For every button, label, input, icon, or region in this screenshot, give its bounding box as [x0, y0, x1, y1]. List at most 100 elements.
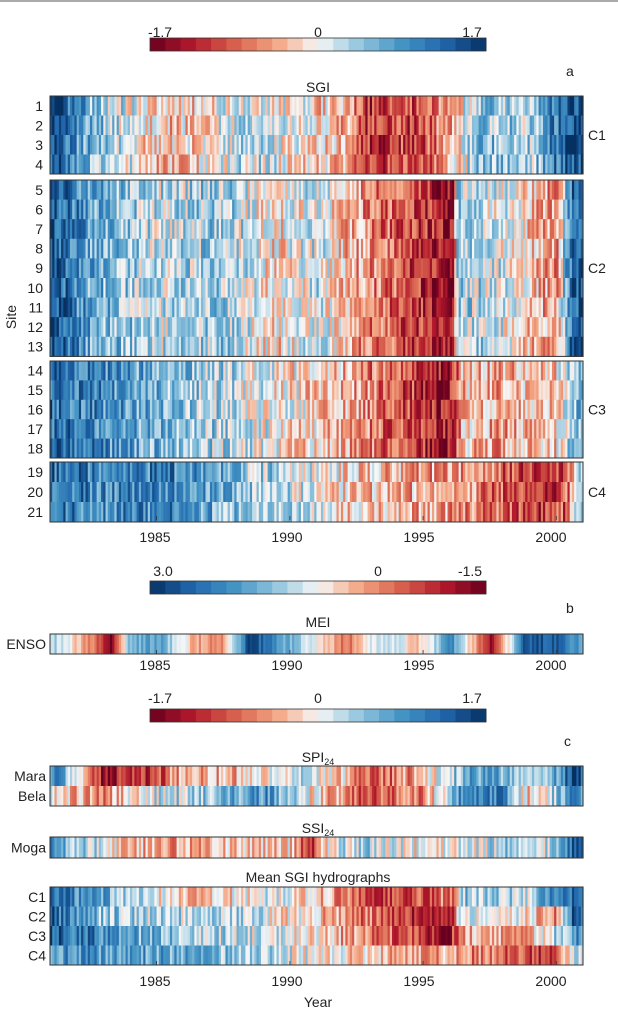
heatmap-cell-site-19-16	[85, 462, 89, 483]
heatmap-cell-site-12-179	[447, 317, 451, 338]
heatmap-cell-site-14-16	[85, 361, 89, 381]
heatmap-cell-site-14-60	[183, 361, 187, 381]
heatmap-cell-site-21-184	[458, 502, 462, 523]
heatmap-cell-site-2-208	[511, 115, 515, 136]
heatmap-cell-site-10-183	[456, 278, 460, 298]
heatmap-cell-site-9-1	[52, 258, 56, 279]
heatmap-cell-site-9-72	[209, 258, 213, 279]
heatmap-cell-site-20-132	[343, 482, 346, 503]
heatmap-cell-site-17-23	[101, 419, 104, 439]
heatmap-cell-site-21-45	[149, 502, 153, 523]
heatmap-cell-site-7-87	[243, 219, 247, 240]
heatmap-cell-site-16-227	[554, 399, 557, 420]
heatmap-cell-site-12-218	[534, 317, 537, 338]
heatmap-cell-site-20-121	[318, 482, 322, 503]
heatmap-cell-site-8-141	[363, 238, 366, 259]
heatmap-cell-site-4-96	[263, 154, 267, 175]
heatmap-cell-site-2-114	[303, 115, 306, 136]
heatmap-cell-site-14-196	[485, 361, 489, 381]
heatmap-cell-site-15-73	[212, 380, 215, 401]
heatmap-cell-site-13-12	[76, 336, 80, 357]
heatmap-cell-site-20-92	[254, 482, 258, 503]
heatmap-cell-site-19-176	[440, 462, 444, 483]
heatmap-cell-site-4-136	[352, 154, 355, 175]
heatmap-cell-site-16-208	[511, 399, 515, 420]
heatmap-cell-site-18-57	[176, 438, 180, 459]
heatmap-cell-site-15-175	[438, 380, 442, 401]
heatmap-cell-site-14-146	[374, 361, 378, 381]
heatmap-cell-site-21-25	[105, 502, 109, 523]
heatmap-cell-site-12-116	[307, 317, 311, 338]
heatmap-cell-site-16-230	[560, 399, 564, 420]
heatmap-cell-site-14-207	[509, 361, 513, 381]
heatmap-cell-site-2-134	[347, 115, 351, 136]
heatmap-cell-site-1-103	[278, 96, 282, 116]
heatmap-cell-site-18-207	[509, 438, 513, 459]
heatmap-cell-site-4-63	[189, 154, 193, 175]
heatmap-cell-site-6-233	[567, 199, 571, 220]
heatmap-cell-site-10-185	[460, 278, 464, 298]
heatmap-cell-site-1-64	[192, 96, 195, 116]
heatmap-cell-site-11-160	[405, 297, 409, 318]
heatmap-cell-site-3-64	[192, 135, 195, 155]
heatmap-cell-site-9-115	[305, 258, 309, 279]
heatmap-cell-site-11-37	[132, 297, 135, 318]
heatmap-cell-site-17-130	[338, 419, 342, 439]
heatmap-cell-site-9-201	[496, 258, 500, 279]
heatmap-cell-site-2-6	[63, 115, 67, 136]
heatmap-cell-site-6-127	[332, 199, 335, 220]
heatmap-cell-site-2-237	[576, 115, 580, 136]
heatmap-cell-site-19-200	[494, 462, 497, 483]
heatmap-cell-site-5-72	[209, 180, 213, 200]
heatmap-cell-site-12-74	[214, 317, 218, 338]
heatmap-cell-site-11-14	[81, 297, 84, 318]
heatmap-cell-site-18-37	[132, 438, 135, 459]
heatmap-cell-site-11-38	[134, 297, 138, 318]
heatmap-cell-site-5-157	[398, 180, 402, 200]
heatmap-cell-site-20-220	[538, 482, 542, 503]
heatmap-cell-site-19-109	[292, 462, 295, 483]
heatmap-cell-site-9-8	[67, 258, 71, 279]
heatmap-cell-site-20-26	[107, 482, 111, 503]
heatmap-cell-site-6-104	[280, 199, 284, 220]
heatmap-cell-site-9-119	[314, 258, 318, 279]
heatmap-cell-site-15-111	[296, 380, 300, 401]
heatmap-cell-site-14-205	[505, 361, 509, 381]
heatmap-cell-site-6-162	[409, 199, 413, 220]
heatmap-cell-site-17-105	[283, 419, 287, 439]
heatmap-cell-site-3-108	[289, 135, 293, 155]
heatmap-cell-site-12-155	[394, 317, 398, 338]
heatmap-cell-site-16-146	[374, 399, 378, 420]
heatmap-cell-site-6-167	[420, 199, 424, 220]
heatmap-cell-site-10-107	[287, 278, 291, 298]
heatmap-cell-site-4-149	[380, 154, 384, 175]
heatmap-cell-site-5-149	[380, 180, 384, 200]
heatmap-cell-site-7-139	[358, 219, 362, 240]
heatmap-cell-site-20-38	[134, 482, 138, 503]
heatmap-cell-site-20-78	[223, 482, 227, 503]
heatmap-cell-site-6-59	[181, 199, 184, 220]
heatmap-cell-site-5-26	[107, 180, 111, 200]
heatmap-cell-site-4-53	[167, 154, 171, 175]
heatmap-cell-site-14-80	[227, 361, 231, 381]
heatmap-cell-site-21-148	[378, 502, 382, 523]
heatmap-cell-site-21-85	[238, 502, 242, 523]
heatmap-cell-site-6-26	[107, 199, 111, 220]
heatmap-cell-site-4-64	[192, 154, 195, 175]
heatmap-cell-site-13-116	[307, 336, 311, 357]
heatmap-cell-site-17-84	[236, 419, 240, 439]
heatmap-cell-site-16-215	[527, 399, 531, 420]
heatmap-cell-site-3-208	[511, 135, 515, 155]
heatmap-cell-site-5-221	[540, 180, 544, 200]
heatmap-cell-site-1-16	[85, 96, 89, 116]
heatmap-cell-site-18-3	[56, 438, 60, 459]
heatmap-cell-site-9-38	[134, 258, 138, 279]
heatmap-cell-site-9-194	[480, 258, 484, 279]
heatmap-cell-site-13-193	[478, 336, 482, 357]
heatmap-cell-site-20-52	[165, 482, 169, 503]
heatmap-cell-site-3-231	[563, 135, 566, 155]
heatmap-cell-site-21-138	[356, 502, 360, 523]
heatmap-cell-site-6-181	[451, 199, 455, 220]
heatmap-cell-site-8-215	[527, 238, 531, 259]
heatmap-cell-site-14-82	[232, 361, 235, 381]
